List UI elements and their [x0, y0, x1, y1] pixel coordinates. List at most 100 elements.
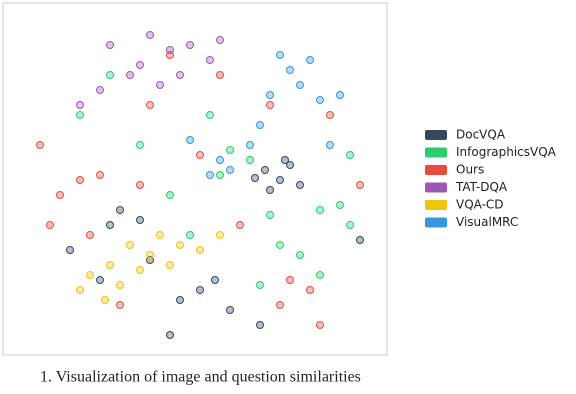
point: [156, 231, 164, 239]
point: [136, 216, 144, 224]
point: [186, 136, 194, 144]
point: [196, 286, 204, 294]
legend-swatch: [425, 147, 447, 158]
point: [146, 101, 154, 109]
point: [136, 141, 144, 149]
point: [116, 206, 124, 214]
point: [36, 141, 44, 149]
point: [266, 91, 274, 99]
legend-label: Ours: [456, 163, 484, 177]
legend-swatch: [425, 200, 447, 210]
point: [356, 181, 364, 189]
point: [206, 171, 214, 179]
point: [246, 141, 254, 149]
legend-label: DocVQA: [456, 128, 506, 142]
caption: 1. Visualization of image and question s…: [40, 369, 361, 386]
point: [336, 201, 344, 209]
point: [166, 191, 174, 199]
legend-label: TAT-DQA: [455, 180, 508, 194]
point: [276, 176, 284, 184]
point: [326, 141, 334, 149]
point: [266, 186, 274, 194]
point: [76, 286, 84, 294]
plot-frame: [2, 2, 388, 356]
point: [346, 151, 354, 159]
point: [216, 231, 224, 239]
point: [76, 101, 84, 109]
point: [186, 231, 194, 239]
point: [106, 71, 114, 79]
point: [211, 276, 219, 284]
point: [306, 286, 314, 294]
point: [56, 191, 64, 199]
point: [316, 206, 324, 214]
point: [226, 166, 234, 174]
point: [96, 171, 104, 179]
point: [166, 331, 174, 339]
point: [226, 306, 234, 314]
legend-swatch: [425, 130, 447, 140]
point: [251, 174, 259, 182]
point: [86, 231, 94, 239]
point: [206, 111, 214, 119]
legend-label: VisualMRC: [456, 215, 518, 229]
point: [276, 51, 284, 59]
point: [246, 156, 254, 164]
point: [206, 56, 214, 64]
point: [96, 86, 104, 94]
legend-swatch: [425, 165, 447, 175]
point: [116, 301, 124, 309]
point: [126, 71, 134, 79]
point: [146, 251, 154, 259]
point: [146, 31, 154, 39]
point: [256, 121, 264, 129]
point: [96, 276, 104, 284]
point: [236, 221, 244, 229]
point: [296, 251, 304, 259]
legend-label: InfographicsVQA: [456, 145, 557, 159]
point: [216, 171, 224, 179]
point: [86, 271, 94, 279]
point: [216, 71, 224, 79]
point: [116, 281, 124, 289]
point: [46, 221, 54, 229]
point: [186, 41, 194, 49]
point: [176, 71, 184, 79]
point: [106, 221, 114, 229]
point: [256, 281, 264, 289]
point: [276, 301, 284, 309]
point: [106, 41, 114, 49]
legend-swatch: [425, 217, 447, 228]
point: [306, 56, 314, 64]
point: [261, 166, 269, 174]
point: [276, 241, 284, 249]
legend-label: VQA-CD: [456, 198, 504, 212]
point: [66, 246, 74, 254]
point: [76, 176, 84, 184]
point: [336, 91, 344, 99]
point: [126, 241, 134, 249]
point: [226, 146, 234, 154]
point: [196, 151, 204, 159]
point: [176, 296, 184, 304]
point: [156, 81, 164, 89]
point: [266, 211, 274, 219]
point: [166, 261, 174, 269]
point: [256, 321, 264, 329]
point: [216, 156, 224, 164]
point: [316, 271, 324, 279]
point: [296, 181, 304, 189]
point: [76, 111, 84, 119]
point: [136, 266, 144, 274]
point: [101, 296, 109, 304]
point: [136, 61, 144, 69]
point: [356, 236, 364, 244]
point: [136, 181, 144, 189]
point: [216, 36, 224, 44]
point: [286, 66, 294, 74]
legend-swatch: [425, 182, 447, 193]
point: [266, 101, 274, 109]
point: [166, 46, 174, 54]
